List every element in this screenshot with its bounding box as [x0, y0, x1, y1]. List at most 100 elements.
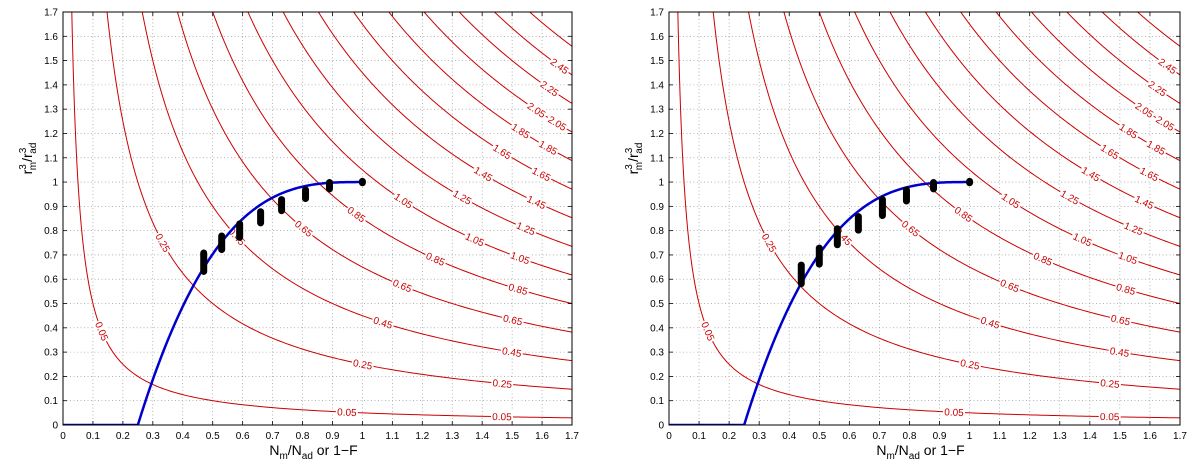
contour-1.05	[854, 12, 1180, 276]
axes-frame	[668, 11, 1181, 426]
marker-cluster	[833, 225, 841, 249]
contour-label: 0.25	[1100, 378, 1121, 391]
contour-1.25	[282, 12, 572, 247]
y-tick-label: 0.1	[650, 396, 664, 407]
x-tick-label: 1.2	[415, 431, 429, 442]
y-tick-label: 0.8	[44, 226, 58, 237]
x-axis-label: Nm/Nad or 1−F	[269, 442, 357, 462]
contour-label: 0.65	[1110, 313, 1132, 328]
marker-cluster	[358, 177, 366, 187]
contour-0.45	[748, 12, 1180, 362]
y-tick-label: 0.5	[650, 299, 664, 310]
chart-panel-1: 0.050.05 0.050.250.250.250.450.450.450.65…	[18, 8, 579, 463]
y-tick-label: 0.3	[44, 348, 58, 359]
x-tick-label: 0.5	[812, 431, 826, 442]
y-tick-label: 1.6	[650, 32, 664, 43]
contour-1.45	[924, 12, 1180, 219]
x-tick-label: 0.9	[933, 431, 947, 442]
y-tick-label: 0	[52, 421, 58, 432]
x-tick-label: 1.5	[1113, 431, 1127, 442]
x-tick-label: 0.3	[146, 431, 160, 442]
y-tick-label: 1.2	[650, 129, 664, 140]
contour-label: 0.25	[352, 358, 374, 373]
x-tick-label: 1	[967, 431, 973, 442]
marker-cluster	[236, 220, 244, 241]
axes-frame	[62, 11, 573, 426]
y-tick-label: 1.1	[44, 153, 58, 164]
contour-lines: 0.050.05 0.050.250.250.250.450.450.450.65…	[677, 12, 1180, 423]
y-tick-label: 1.3	[650, 105, 664, 116]
x-tick-label: 0.2	[722, 431, 736, 442]
y-tick-label: 0	[658, 421, 664, 432]
contour-2.65	[1136, 12, 1180, 47]
contour-label: 0.45	[501, 346, 522, 360]
contour-0.45	[141, 12, 572, 362]
marker-cluster	[878, 196, 886, 220]
tick-labels: 0 0.1 0.2 0.3 0.4 0.5 0.6 0.7 0.8 0.9 1 1.1 1.2 1.3 1.…	[650, 8, 1187, 443]
y-tick-label: 1.2	[44, 129, 58, 140]
contour-label: 0.25	[959, 358, 981, 373]
contour-label: 0.05	[944, 407, 964, 419]
contour-2.45	[1101, 12, 1180, 76]
y-tick-label: 0.9	[44, 202, 58, 213]
marker-cluster	[325, 179, 333, 193]
y-tick-label: 0.6	[44, 275, 58, 286]
contour-lines: 0.050.05 0.050.250.250.250.450.450.450.65…	[71, 12, 572, 423]
y-tick-label: 0.4	[44, 323, 58, 334]
marker-cluster	[797, 261, 805, 288]
y-tick-label: 1.5	[650, 56, 664, 67]
x-tick-label: 0.1	[86, 431, 100, 442]
contour-1.45	[317, 12, 572, 219]
y-tick-label: 1	[52, 178, 58, 189]
contour-1.25	[889, 12, 1180, 247]
contour-1.65	[960, 12, 1180, 190]
contour-label: 0.45	[1109, 346, 1130, 360]
grid	[669, 12, 1180, 425]
contour-0.85	[818, 12, 1180, 305]
y-tick-label: 1.6	[44, 32, 58, 43]
x-tick-label: 0.8	[903, 431, 917, 442]
x-tick-label: 1.2	[1023, 431, 1037, 442]
marker-cluster	[815, 244, 823, 268]
marker-cluster	[902, 186, 910, 205]
contour-1.65	[352, 12, 572, 190]
y-tick-label: 0.3	[650, 348, 664, 359]
chart-panel-2: 0.050.05 0.050.250.250.250.450.450.450.65…	[624, 8, 1187, 463]
marker-clusters	[200, 177, 366, 275]
marker-clusters	[797, 177, 974, 288]
x-tick-label: 0.9	[326, 431, 340, 442]
marker-cluster	[966, 177, 974, 187]
x-tick-label: 1.6	[1143, 431, 1157, 442]
contour-label: 0.05	[337, 407, 357, 419]
x-tick-label: 0.1	[692, 431, 706, 442]
contour-2.45	[493, 12, 572, 76]
x-tick-label: 1.6	[535, 431, 549, 442]
tick-labels: 0 0.1 0.2 0.3 0.4 0.5 0.6 0.7 0.8 0.9 1 1.1 1.2 1.3 1.…	[44, 8, 579, 443]
y-tick-label: 1	[658, 178, 664, 189]
marker-cluster	[257, 208, 265, 227]
contour-label: 0.05	[492, 412, 512, 423]
y-tick-label: 1.7	[44, 8, 58, 19]
x-tick-label: 1	[360, 431, 366, 442]
contour-label: 0.85	[507, 282, 529, 298]
y-tick-label: 0.7	[650, 250, 664, 261]
y-tick-label: 0.5	[44, 299, 58, 310]
contour-label: 0.25	[492, 378, 513, 391]
marker-cluster	[278, 196, 286, 215]
contour-1.05	[247, 12, 572, 276]
y-tick-label: 0.4	[650, 323, 664, 334]
contour-label: 0.65	[502, 313, 524, 328]
x-tick-label: 1.7	[565, 431, 579, 442]
y-axis-label: r3m/r3ad	[18, 143, 39, 175]
x-tick-label: 1.3	[1053, 431, 1067, 442]
contour-0.25	[106, 12, 572, 390]
fit-curve	[63, 180, 363, 425]
x-tick-label: 0.3	[752, 431, 766, 442]
x-tick-label: 0	[60, 431, 66, 442]
contour-2.65	[528, 12, 572, 47]
contour-0.25	[712, 12, 1180, 390]
x-tick-label: 0.7	[266, 431, 280, 442]
y-tick-label: 1.1	[650, 153, 664, 164]
